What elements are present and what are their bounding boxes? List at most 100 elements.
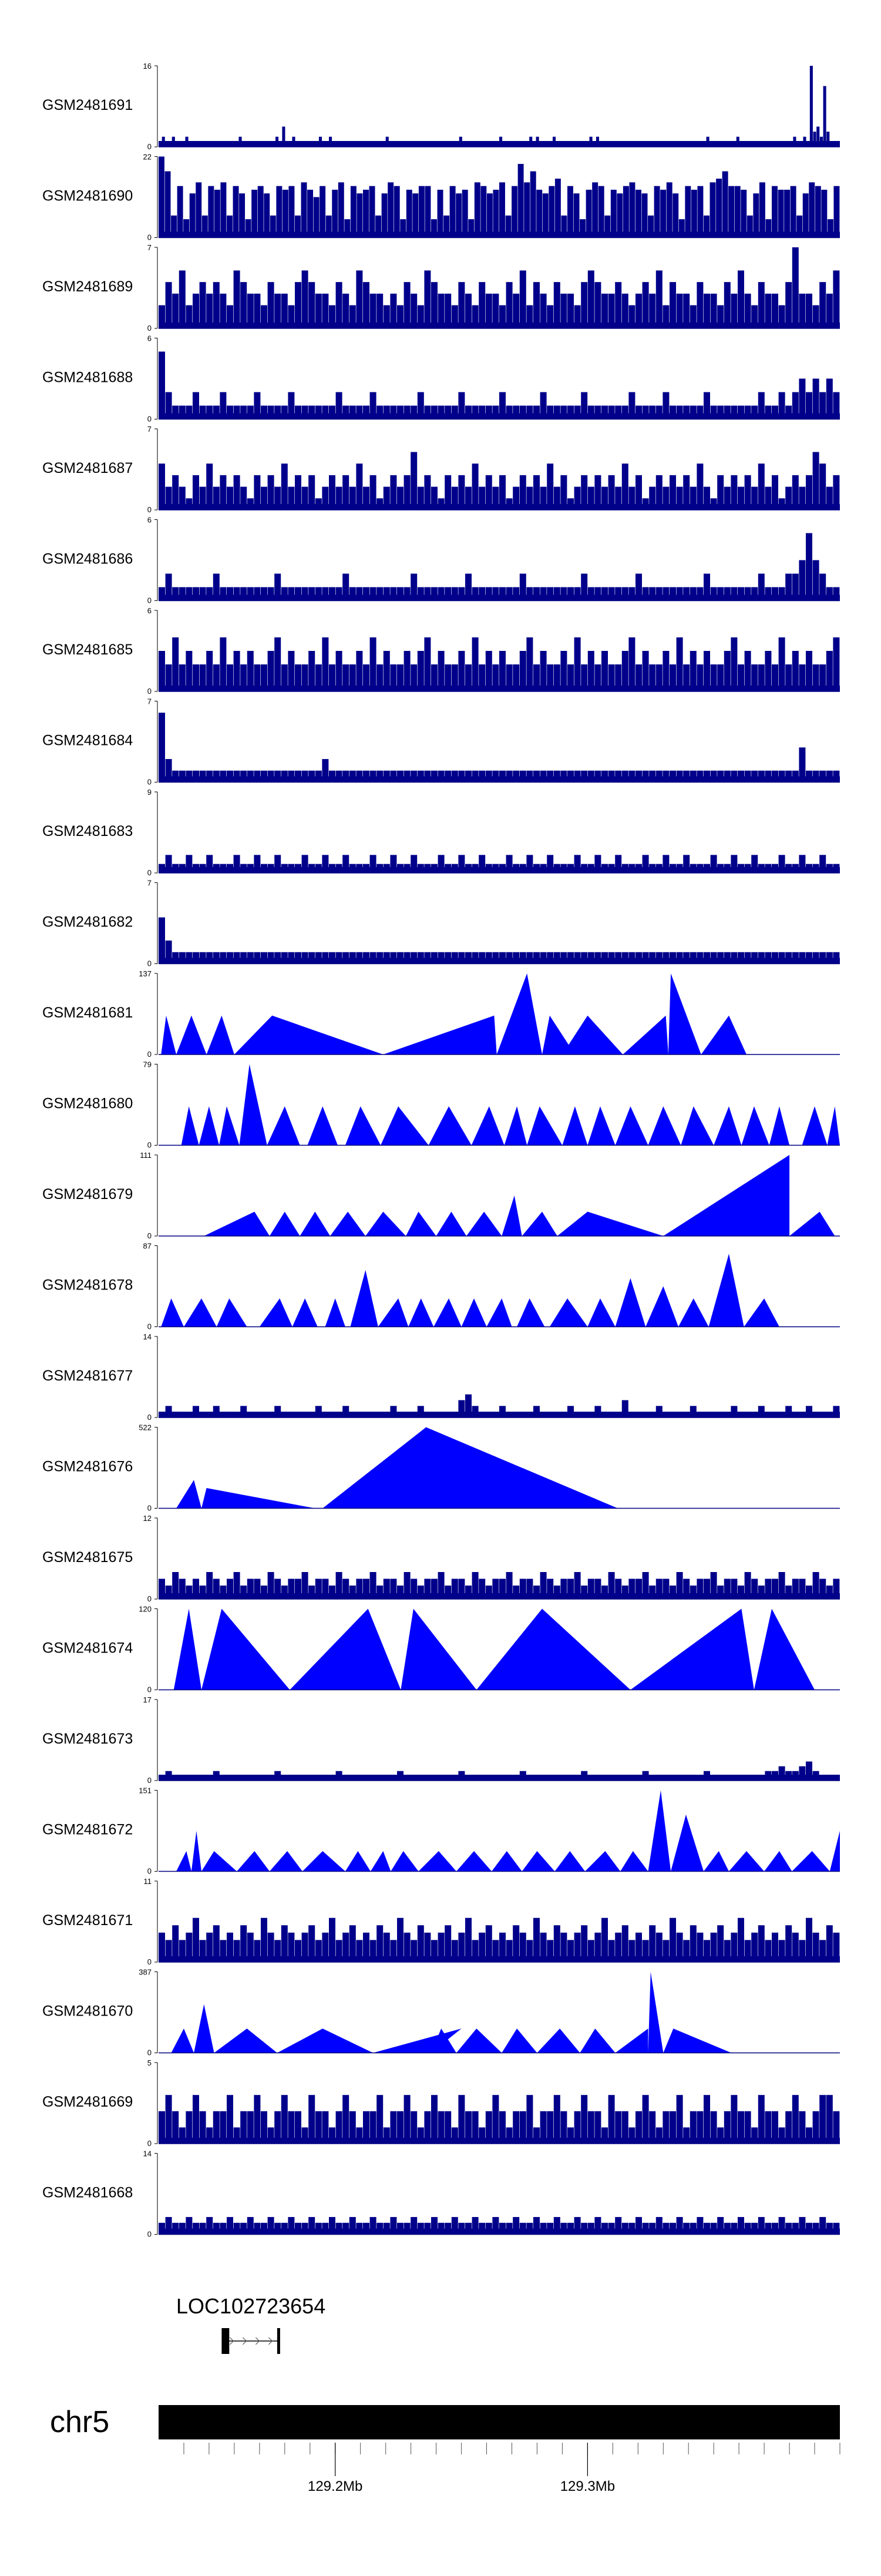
signal-peak [292,1298,318,1327]
signal-bar [663,855,670,873]
signal-bar [772,1932,778,1962]
signal-bar [533,282,540,328]
signal-bar [458,392,465,419]
signal-bar [322,486,329,510]
signal-bar [369,855,376,873]
signal-bar [485,587,492,601]
signal-bar [672,193,679,238]
signal-peak [290,1608,401,1690]
signal-bar [335,1940,342,1962]
signal-bar [349,486,356,510]
signal-bar [159,1932,165,1962]
signal-bar [451,664,458,691]
signal-peak [176,1480,201,1509]
signal-peak [300,1211,331,1236]
signal-bar [724,1578,731,1599]
signal-bar [809,66,813,147]
signal-peak [620,1851,648,1872]
signal-peak [671,1814,704,1872]
track-label: GSM2481679 [42,1186,133,1203]
signal-bar [342,405,349,419]
track-y0-label: 0 [147,778,152,787]
signal-bar [240,405,247,419]
signal-bar [451,587,458,601]
signal-bar [826,486,833,510]
signal-bar [670,405,676,419]
signal-bar [288,186,295,238]
signal-bar [301,405,308,419]
signal-bar [458,475,465,510]
signal-bar [799,855,806,873]
signal-bar [594,664,601,691]
signal-peak [537,2028,580,2053]
signal-bar [261,1586,267,1599]
signal-bar [165,1940,172,1962]
signal-peak [496,973,542,1054]
signal-bar [342,1578,349,1599]
signal-bar [587,1578,594,1599]
track-GSM2481669: GSM2481669 5 0 [42,2058,840,2148]
signal-bar [233,405,240,419]
signal-bar [493,189,499,238]
signal-bar [295,587,301,601]
signal-bar [295,1578,301,1599]
signal-bar [724,282,731,328]
signal-bar [411,855,418,873]
signal-bar [683,405,690,419]
signal-bar [567,587,574,601]
signal-bar [251,189,258,238]
signal-bar [165,486,172,510]
signal-bar [165,759,172,782]
signal-bar [465,486,472,510]
signal-bar [445,405,452,419]
signal-peak [216,1298,247,1327]
signal-bar [697,587,704,601]
signal-bar [322,405,329,419]
signal-bar [274,1940,281,1962]
signal-bar [601,651,608,691]
signal-bar [526,405,533,419]
signal-bar [505,215,512,238]
signal-bar [369,1572,376,1599]
signal-bar [363,189,369,238]
signal-peak [270,1211,300,1236]
signal-bar [468,219,475,238]
signal-bar [594,475,601,510]
signal-bars [159,533,840,601]
signal-peak [201,1488,315,1509]
signal-bar [747,215,753,238]
signal-bar [499,651,506,691]
signal-bar [247,1932,254,1962]
signal-bar [329,2216,335,2235]
signal-bar [412,193,419,238]
signal-bar [567,664,574,691]
signal-bar [734,186,741,238]
signal-bar [479,855,486,873]
signal-bar [376,1586,384,1599]
signal-bar [411,573,418,601]
signal-bar [261,486,267,510]
signal-bar [598,186,604,238]
signal-floor [159,867,840,873]
signal-bar [282,189,288,238]
signal-peak [754,1608,815,1690]
signal-bar [315,405,322,419]
signal-bar [381,193,388,238]
signal-bar [288,587,295,601]
track-label: GSM2481684 [42,733,133,749]
signal-bar [431,486,438,510]
signal-bar [655,405,663,419]
signal-bar [799,664,806,691]
signal-bar [220,1586,227,1599]
gene-exon [221,2328,230,2354]
signal-bar [159,713,165,782]
signal-bar [731,587,738,601]
track-y0-label: 0 [147,1050,152,1059]
signal-bar [397,405,403,419]
signal-bar [581,2095,588,2144]
signal-bar [678,219,685,238]
signal-bar [785,1586,792,1599]
signal-bar [553,1925,560,1962]
signal-bar [663,1578,670,1599]
signal-bar [369,1940,376,1962]
